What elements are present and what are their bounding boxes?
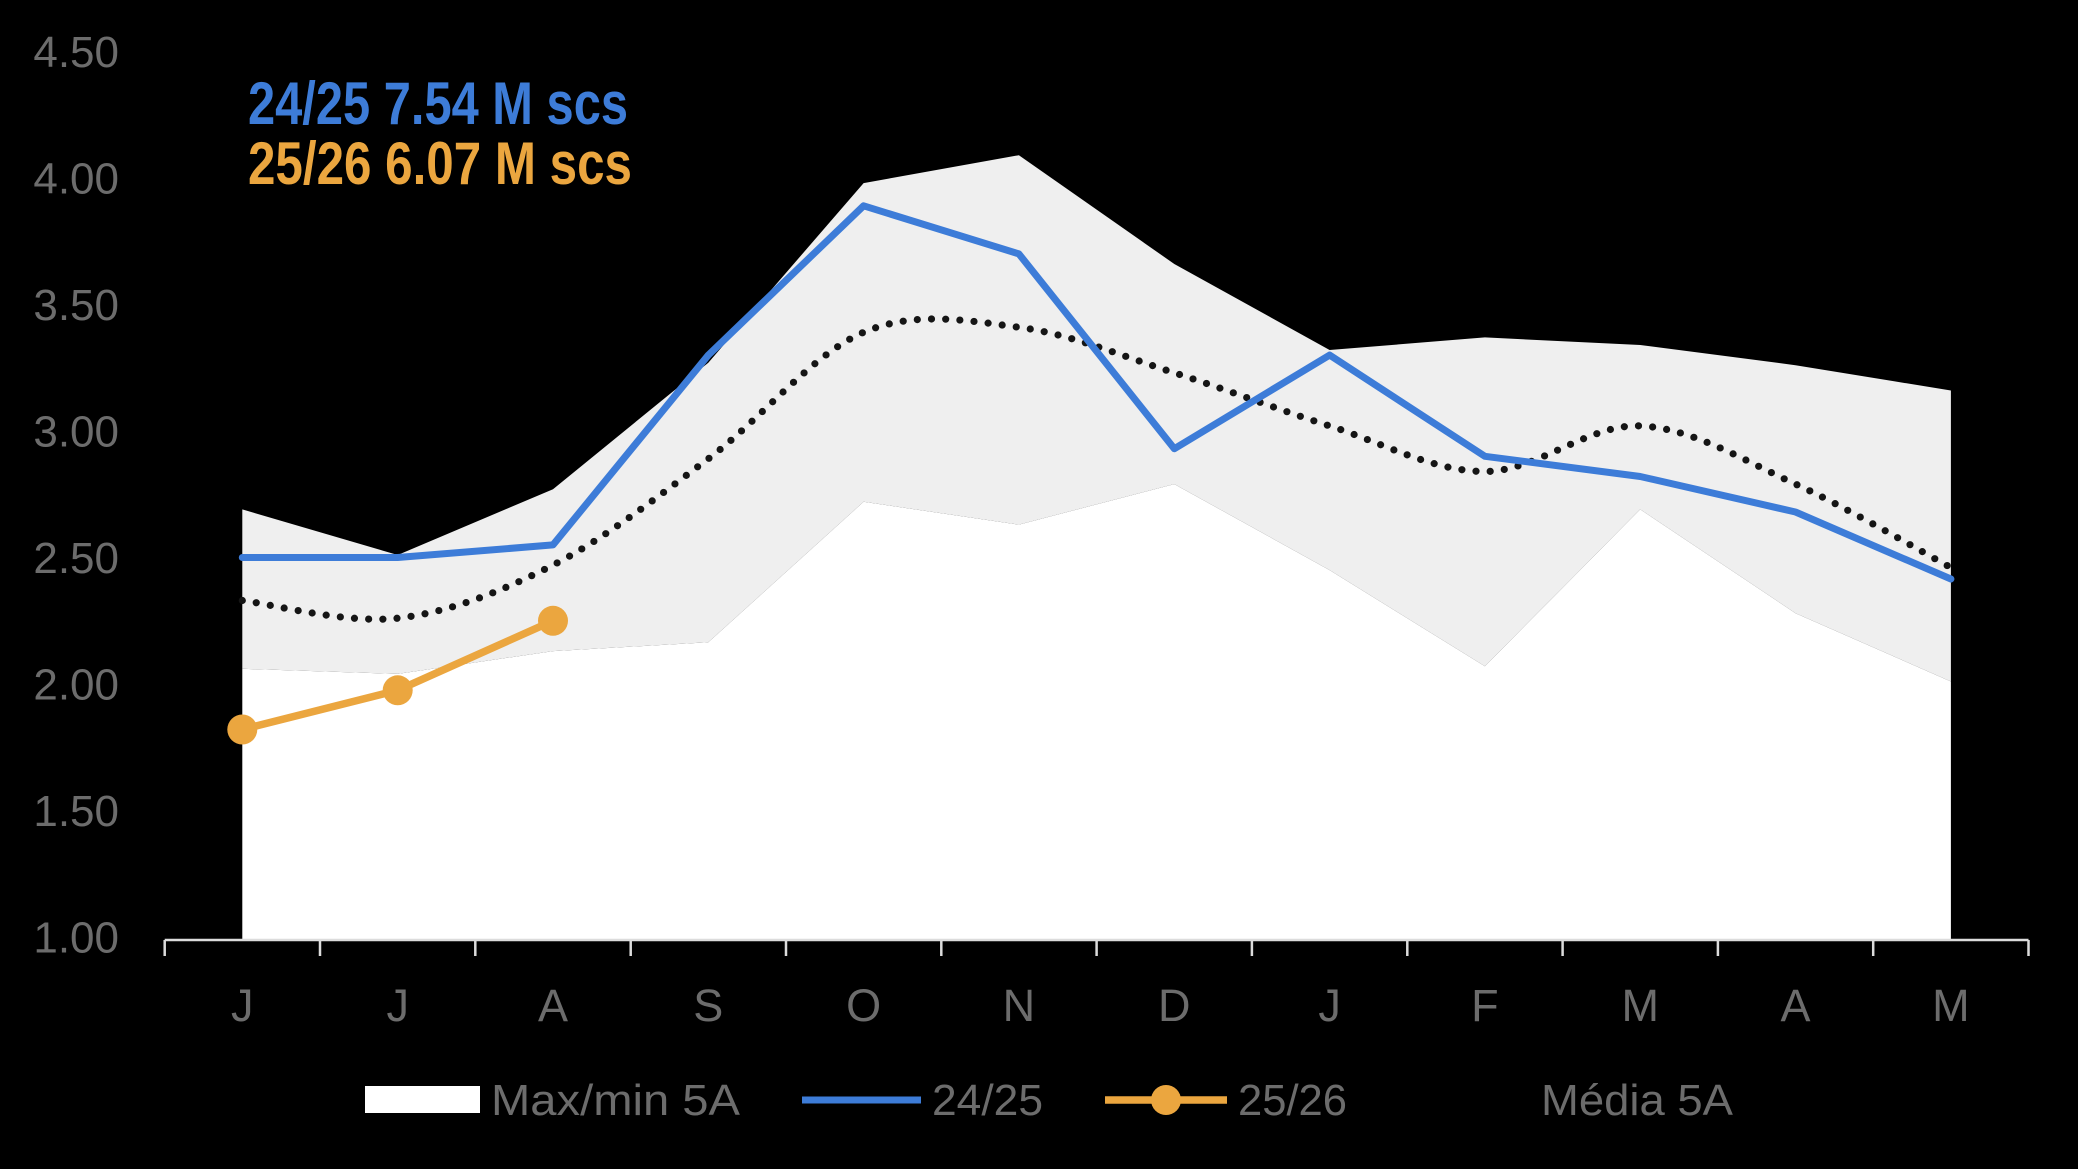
svg-text:J: J <box>1318 980 1341 1031</box>
svg-text:4.00: 4.00 <box>33 155 119 204</box>
svg-text:Média 5A: Média 5A <box>1541 1076 1734 1125</box>
svg-text:M: M <box>1932 980 1970 1031</box>
svg-text:2.50: 2.50 <box>33 534 119 583</box>
svg-text:D: D <box>1158 980 1191 1031</box>
svg-text:1.00: 1.00 <box>33 914 119 963</box>
svg-text:1.50: 1.50 <box>33 787 119 836</box>
svg-text:4.50: 4.50 <box>33 28 119 77</box>
svg-text:3.00: 3.00 <box>33 408 119 457</box>
svg-text:M: M <box>1621 980 1659 1031</box>
svg-text:F: F <box>1471 980 1499 1031</box>
svg-text:3.50: 3.50 <box>33 281 119 330</box>
svg-text:Max/min 5A: Max/min 5A <box>491 1076 741 1125</box>
svg-text:24/25 7.54 M scs: 24/25 7.54 M scs <box>248 70 628 137</box>
svg-text:N: N <box>1003 980 1036 1031</box>
svg-text:S: S <box>693 980 723 1031</box>
svg-text:J: J <box>386 980 409 1031</box>
svg-text:2.00: 2.00 <box>33 661 119 710</box>
svg-text:25/26 6.07 M scs: 25/26 6.07 M scs <box>248 130 632 197</box>
svg-text:25/26: 25/26 <box>1238 1076 1347 1125</box>
svg-text:O: O <box>846 980 881 1031</box>
svg-text:J: J <box>231 980 254 1031</box>
svg-text:A: A <box>538 980 568 1031</box>
svg-text:A: A <box>1780 980 1810 1031</box>
svg-text:24/25: 24/25 <box>932 1076 1043 1125</box>
